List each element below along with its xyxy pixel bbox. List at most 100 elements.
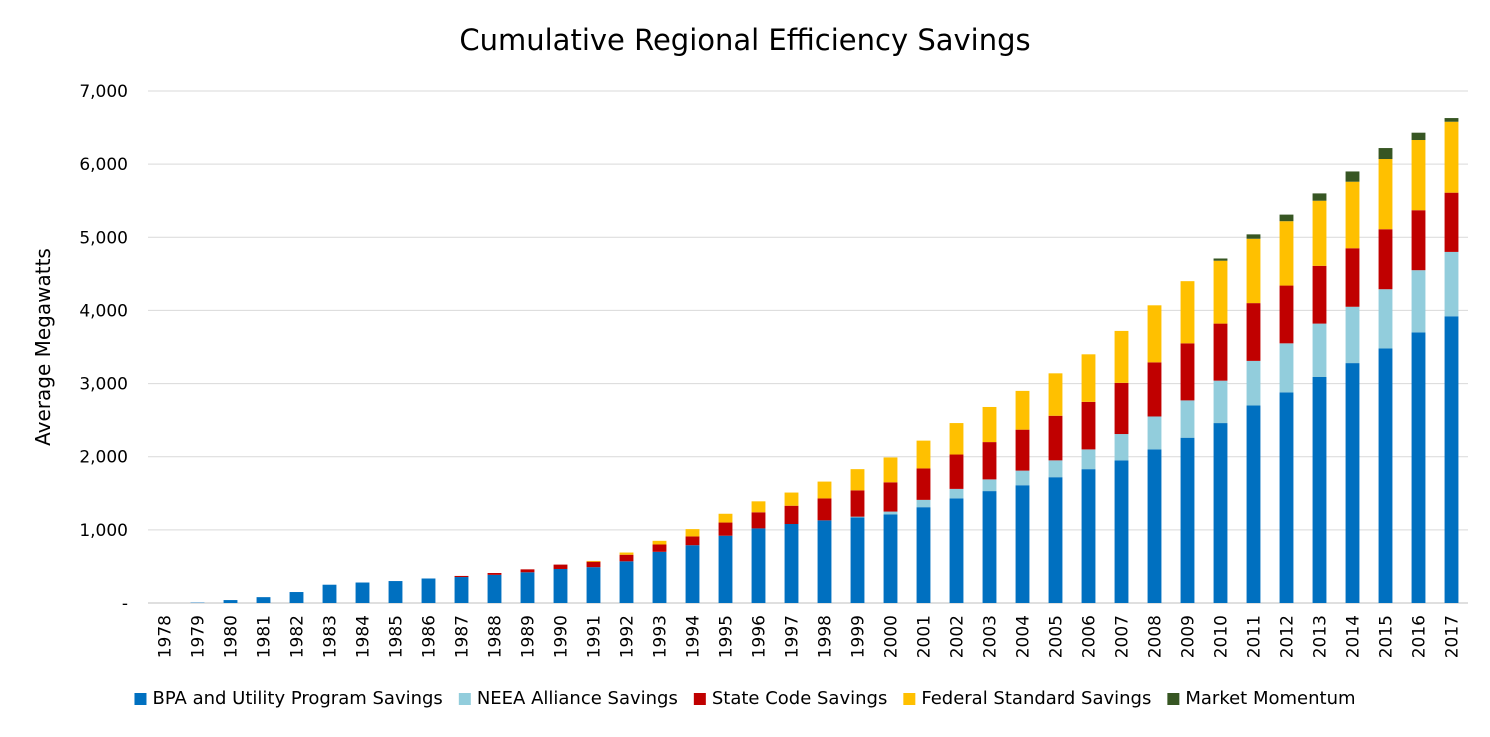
bar-segment (1213, 258, 1228, 261)
bar-segment (1279, 285, 1294, 344)
bar-segment (487, 573, 502, 575)
x-tick-label: 1984 (354, 615, 374, 658)
bar-segment (553, 564, 568, 569)
legend-swatch (693, 693, 706, 705)
y-axis-label: Average Megawatts (31, 248, 55, 446)
bar-segment (949, 498, 964, 603)
bar-segment (619, 554, 634, 562)
bar-segment (850, 469, 865, 491)
bar-segment (1246, 238, 1261, 304)
x-tick-label: 1999 (849, 615, 869, 658)
legend-label: State Code Savings (712, 688, 888, 709)
bar-segment (1444, 316, 1459, 603)
bar-segment (916, 499, 931, 508)
bar-segment (1114, 434, 1129, 461)
bar-segment (355, 582, 370, 603)
bar-segment (784, 524, 799, 603)
x-tick-label: 2002 (948, 615, 968, 658)
y-tick-label: 4,000 (79, 301, 128, 321)
bar-segment (1015, 390, 1030, 430)
bar-segment (1246, 405, 1261, 603)
bar-segment (289, 592, 304, 603)
legend-item: BPA and Utility Program Savings (134, 688, 443, 709)
legend-label: Market Momentum (1185, 688, 1355, 709)
bar-segment (1279, 221, 1294, 286)
y-tick-label: - (122, 594, 128, 614)
x-tick-label: 1981 (255, 615, 275, 658)
bars (190, 118, 1459, 603)
bar-segment (817, 481, 832, 499)
bar-segment (883, 482, 898, 512)
bar-segment (718, 535, 733, 603)
bar-segment (1147, 305, 1162, 363)
bar-segment (1246, 303, 1261, 361)
bar-segment (520, 572, 535, 603)
x-tick-label: 1994 (684, 615, 704, 658)
legend-swatch (134, 693, 147, 705)
bar-segment (1213, 380, 1228, 424)
bar-segment (1147, 416, 1162, 450)
bar-segment (817, 520, 832, 603)
gridlines (148, 90, 1468, 604)
x-tick-label: 1986 (420, 615, 440, 658)
legend-swatch (458, 693, 471, 705)
bar-segment (1378, 229, 1393, 290)
bar-segment (685, 529, 700, 537)
bar-segment (916, 440, 931, 469)
bar-segment (1180, 343, 1195, 401)
bar-segment (685, 545, 700, 603)
x-axis-ticks: 1978 1979 1980 1981 1982 1983 1984 1985 1986 1987… (156, 615, 1463, 658)
x-tick-label: 2015 (1377, 615, 1397, 658)
bar-segment (1345, 171, 1360, 182)
bar-segment (1444, 251, 1459, 317)
bar-segment (586, 560, 601, 562)
legend-item: Market Momentum (1167, 688, 1356, 709)
x-tick-label: 2010 (1212, 615, 1232, 658)
x-tick-label: 2008 (1146, 615, 1166, 658)
x-tick-label: 2011 (1245, 615, 1265, 658)
bar-segment (652, 540, 667, 545)
bar-segment (883, 514, 898, 603)
bar-segment (1378, 348, 1393, 603)
bar-segment (817, 498, 832, 521)
bar-segment (1411, 270, 1426, 333)
x-tick-label: 1992 (618, 615, 638, 658)
bar-segment (1246, 234, 1261, 239)
bar-segment (256, 597, 271, 603)
y-tick-label: 6,000 (79, 155, 128, 175)
bar-segment (1048, 415, 1063, 461)
bar-segment (1279, 343, 1294, 393)
bar-segment (1378, 159, 1393, 230)
bar-segment (949, 423, 964, 455)
x-tick-label: 2006 (1080, 615, 1100, 658)
bar-segment (1147, 449, 1162, 603)
bar-segment (322, 584, 337, 603)
bar-segment (223, 600, 238, 603)
x-tick-label: 1990 (552, 615, 572, 658)
bar-segment (718, 513, 733, 523)
bar-segment (1015, 470, 1030, 486)
bar-segment (454, 575, 469, 578)
bar-segment (1048, 477, 1063, 603)
bar-segment (487, 574, 502, 603)
bar-segment (1378, 289, 1393, 349)
bar-segment (553, 568, 568, 603)
bar-segment (1345, 181, 1360, 249)
bar-segment (850, 517, 865, 603)
bar-segment (916, 468, 931, 500)
x-tick-label: 2000 (882, 615, 902, 658)
legend-label: BPA and Utility Program Savings (152, 688, 442, 709)
bar-segment (1411, 210, 1426, 271)
x-tick-label: 2012 (1278, 615, 1298, 658)
y-tick-label: 2,000 (79, 448, 128, 468)
bar-segment (619, 552, 634, 555)
bar-segment (1444, 121, 1459, 193)
x-tick-label: 1987 (453, 615, 473, 658)
y-tick-label: 7,000 (79, 82, 128, 102)
x-tick-label: 2009 (1179, 615, 1199, 658)
legend-item: NEEA Alliance Savings (458, 688, 678, 709)
x-tick-label: 1982 (288, 615, 308, 658)
bar-segment (1114, 330, 1129, 383)
x-tick-label: 1998 (816, 615, 836, 658)
